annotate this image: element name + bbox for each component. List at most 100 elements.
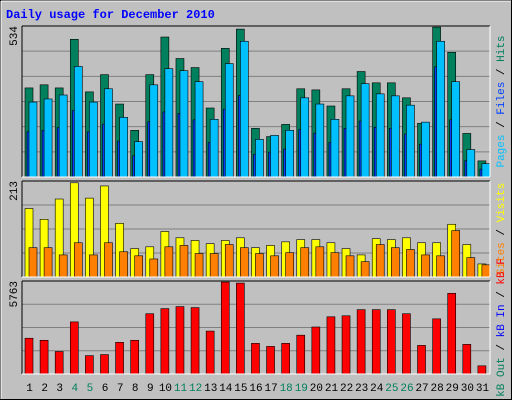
bar (266, 346, 275, 375)
legend-separator: / (496, 62, 508, 82)
bar (24, 337, 34, 375)
legend-entry: Hits (496, 35, 508, 61)
bar (375, 244, 385, 278)
bar (451, 81, 461, 178)
x-tick-label: 25 (385, 383, 398, 395)
bar (251, 343, 260, 375)
bar (224, 244, 234, 278)
bar (28, 101, 38, 178)
x-tick-label: 15 (234, 383, 247, 395)
bar (164, 68, 174, 178)
bar (421, 121, 430, 178)
x-tick-label: 11 (174, 383, 188, 395)
bar (73, 66, 83, 178)
x-tick-label: 12 (189, 383, 202, 395)
bar (130, 339, 139, 375)
y-tick-label: 534 (9, 26, 21, 46)
x-tick-label: 16 (249, 383, 262, 395)
bar (175, 306, 185, 375)
bar (432, 318, 441, 375)
bar (300, 247, 310, 278)
x-tick-label: 8 (132, 383, 139, 395)
chart-title: Daily usage for December 2010 (6, 8, 215, 22)
x-tick-label: 23 (355, 383, 368, 395)
bar (406, 104, 415, 178)
bar (160, 308, 170, 375)
bar (330, 119, 340, 178)
bar (28, 247, 38, 278)
x-tick-label: 30 (461, 383, 474, 395)
bar (356, 309, 366, 375)
x-tick-label: 19 (295, 383, 308, 395)
bar (58, 254, 68, 278)
bar (209, 119, 219, 178)
bar (240, 247, 249, 278)
bar (205, 330, 215, 375)
legend-entry: kB F (496, 258, 508, 284)
bar (149, 84, 159, 178)
bar (360, 83, 370, 178)
bar (466, 257, 476, 278)
bar (402, 313, 411, 375)
bar (194, 253, 204, 278)
x-tick-label: 17 (264, 383, 277, 395)
bar (345, 255, 355, 278)
bar (300, 97, 310, 178)
bar (43, 98, 53, 178)
bar (345, 95, 355, 178)
bar (54, 351, 64, 375)
bar (406, 249, 415, 278)
x-tick-label: 1 (26, 383, 33, 395)
legend-entry: Files (496, 82, 508, 115)
bar (481, 264, 491, 278)
x-tick-label: 3 (56, 383, 63, 395)
bar (255, 253, 264, 278)
bar (119, 117, 128, 178)
bar (371, 309, 381, 375)
legend: kB Out / kB In / kB F (496, 258, 508, 397)
bar (134, 141, 143, 178)
bar (134, 255, 143, 278)
legend-separator: / (496, 285, 508, 305)
legend-separator: / (496, 337, 508, 357)
x-tick-label: 29 (446, 383, 459, 395)
bar (421, 254, 430, 278)
x-tick-label: 7 (117, 383, 124, 395)
bar (100, 354, 109, 375)
bar (281, 343, 290, 375)
bar (387, 309, 396, 375)
x-tick-label: 27 (415, 383, 428, 395)
x-tick-label: 31 (476, 383, 490, 395)
bar (270, 135, 279, 178)
bar (179, 70, 189, 178)
x-tick-label: 18 (280, 383, 293, 395)
bar (236, 282, 245, 375)
bar (477, 365, 487, 375)
bar (179, 245, 189, 278)
legend-entry: Sites (496, 242, 508, 275)
x-tick-label: 13 (204, 383, 217, 395)
bar (391, 247, 400, 278)
bar (285, 130, 294, 178)
bar (360, 261, 370, 278)
bar (447, 292, 457, 375)
x-tick-label: 5 (87, 383, 94, 395)
x-tick-label: 24 (370, 383, 384, 395)
legend-entry: kB In (496, 304, 508, 337)
x-tick-label: 26 (400, 383, 413, 395)
bar (481, 163, 491, 178)
bar (296, 334, 306, 375)
x-tick-label: 21 (325, 383, 339, 395)
bar (341, 315, 351, 375)
bar (145, 313, 155, 375)
bar (89, 101, 98, 178)
bar (417, 345, 426, 375)
bar (436, 255, 445, 278)
bar (220, 281, 230, 375)
legend-separator: / (496, 222, 508, 242)
legend-entry: kB Out (496, 357, 508, 397)
bar (462, 344, 472, 375)
y-tick-label: 5763 (9, 281, 21, 307)
bar (240, 40, 249, 178)
